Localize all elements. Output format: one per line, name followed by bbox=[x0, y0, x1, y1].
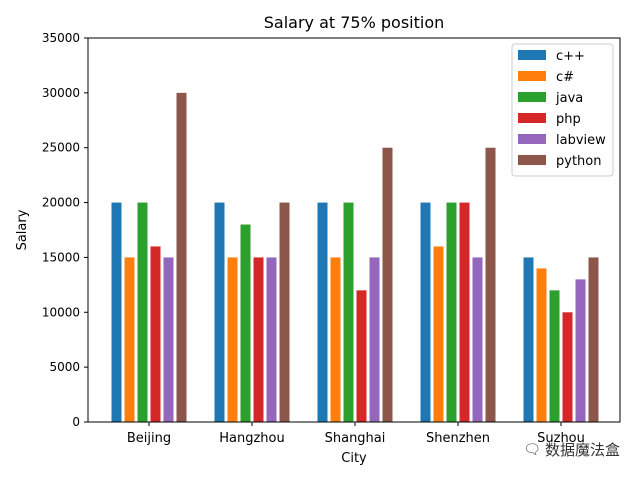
bar-c-hangzhou bbox=[214, 202, 225, 422]
bar-labview-shenzhen bbox=[472, 257, 483, 422]
bar-labview-suzhou bbox=[575, 279, 586, 422]
x-tick-label-suzhou: Suzhou bbox=[537, 431, 585, 446]
watermark: 🗨 数据魔法盒 bbox=[523, 439, 620, 460]
y-tick-label: 15000 bbox=[42, 250, 80, 264]
y-tick-label: 0 bbox=[72, 415, 80, 429]
y-tick-label: 35000 bbox=[42, 31, 80, 45]
legend-label-python: python bbox=[556, 154, 601, 169]
chart-title: Salary at 75% position bbox=[264, 13, 445, 32]
bar-c-shenzhen bbox=[433, 246, 444, 422]
bar-c-shenzhen bbox=[420, 202, 431, 422]
y-tick-label: 10000 bbox=[42, 305, 80, 319]
legend-label-java: java bbox=[555, 91, 583, 106]
legend-swatch-java bbox=[518, 92, 546, 102]
y-tick-label: 25000 bbox=[42, 141, 80, 155]
bar-labview-shanghai bbox=[369, 257, 380, 422]
bar-labview-hangzhou bbox=[266, 257, 277, 422]
legend-swatch-php bbox=[518, 113, 546, 123]
bar-c-shanghai bbox=[317, 202, 328, 422]
bar-c-beijing bbox=[111, 202, 122, 422]
bar-php-beijing bbox=[150, 246, 161, 422]
legend-swatch-labview bbox=[518, 134, 546, 144]
bar-c-beijing bbox=[124, 257, 135, 422]
bar-python-suzhou bbox=[588, 257, 599, 422]
legend-swatch-c bbox=[518, 71, 546, 81]
bar-labview-beijing bbox=[163, 257, 174, 422]
bar-python-shenzhen bbox=[485, 147, 496, 422]
wechat-icon: 🗨 bbox=[523, 441, 541, 458]
bar-java-hangzhou bbox=[240, 224, 251, 422]
bar-php-shenzhen bbox=[459, 202, 470, 422]
plot-frame bbox=[87, 37, 621, 423]
x-axis-label: City bbox=[341, 451, 367, 466]
bar-c-hangzhou bbox=[227, 257, 238, 422]
legend-label-c: c++ bbox=[556, 49, 585, 64]
legend-label-c: c# bbox=[556, 70, 574, 85]
legend-swatch-c bbox=[518, 50, 546, 60]
watermark-text: 数据魔法盒 bbox=[544, 441, 620, 459]
x-tick-label-hangzhou: Hangzhou bbox=[219, 431, 285, 446]
x-tick-label-shanghai: Shanghai bbox=[325, 431, 386, 446]
legend-label-labview: labview bbox=[556, 133, 606, 148]
bar-c-shanghai bbox=[330, 257, 341, 422]
bar-python-beijing bbox=[176, 92, 187, 422]
bar-php-suzhou bbox=[562, 312, 573, 422]
bar-python-shanghai bbox=[382, 147, 393, 422]
y-tick-label: 30000 bbox=[42, 86, 80, 100]
bar-python-hangzhou bbox=[279, 202, 290, 422]
x-tick-label-shenzhen: Shenzhen bbox=[426, 431, 490, 446]
bar-php-shanghai bbox=[356, 290, 367, 422]
bar-java-beijing bbox=[137, 202, 148, 422]
x-tick-label-beijing: Beijing bbox=[127, 431, 171, 446]
y-tick-label: 5000 bbox=[49, 360, 80, 374]
bar-php-hangzhou bbox=[253, 257, 264, 422]
bar-c-suzhou bbox=[536, 268, 547, 422]
y-tick-label: 20000 bbox=[42, 196, 80, 210]
bar-c-suzhou bbox=[523, 257, 534, 422]
bar-java-suzhou bbox=[549, 290, 560, 422]
bar-java-shanghai bbox=[343, 202, 354, 422]
bar-java-shenzhen bbox=[446, 202, 457, 422]
legend-swatch-python bbox=[518, 155, 546, 165]
legend-label-php: php bbox=[556, 112, 581, 127]
y-axis-label: Salary bbox=[15, 209, 30, 250]
